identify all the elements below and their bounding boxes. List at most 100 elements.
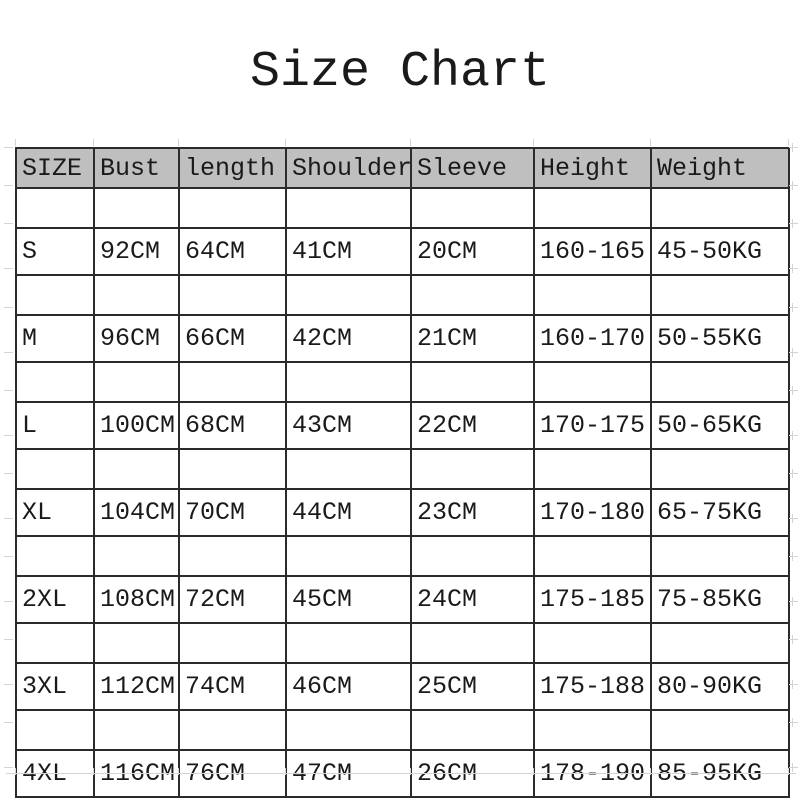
gridline-tick [789, 601, 798, 602]
spacer-cell [178, 448, 287, 490]
spacer-cell [15, 187, 95, 229]
header-cell-height: Height [533, 147, 652, 189]
spacer-cell [15, 535, 95, 577]
spacer-cell [650, 709, 790, 751]
table-cell: 24CM [410, 575, 535, 624]
table-body: S 92CM 64CM 41CM 20CM 160-165 45-50KG M 96CM 66CM… [15, 187, 790, 798]
spacer-cell [533, 448, 652, 490]
table-cell: 160-170 [533, 314, 652, 363]
header-cell-size: SIZE [15, 147, 95, 189]
spacer-cell [533, 274, 652, 316]
gridline-tick [4, 435, 13, 436]
table-cell: 108CM [93, 575, 180, 624]
gridline-tick [93, 768, 94, 775]
gridline-tick [789, 556, 798, 557]
table-cell: 72CM [178, 575, 287, 624]
spacer-cell [410, 709, 535, 751]
table-cell: 45CM [285, 575, 412, 624]
table-cell: 170-180 [533, 488, 652, 537]
spacer-cell [15, 448, 95, 490]
gridline-tick [789, 147, 798, 148]
size-cell: M [15, 314, 95, 363]
spacer-row [15, 709, 790, 751]
gridline-tick [410, 768, 411, 775]
gridline-tick [792, 514, 793, 523]
table-cell: 96CM [93, 314, 180, 363]
gridline-tick [792, 552, 793, 561]
gridline-tick [650, 768, 651, 775]
gridline-tick [4, 639, 13, 640]
spacer-cell [178, 187, 287, 229]
table-row: M 96CM 66CM 42CM 21CM 160-170 50-55KG [15, 314, 790, 363]
table-cell: 65-75KG [650, 488, 790, 537]
spacer-cell [650, 622, 790, 664]
size-cell: 3XL [15, 662, 95, 711]
size-cell: XL [15, 488, 95, 537]
table-cell: 66CM [178, 314, 287, 363]
gridline-tick [792, 763, 793, 772]
table-cell: 23CM [410, 488, 535, 537]
gridline-tick [93, 139, 94, 146]
gridline-tick [792, 469, 793, 478]
spacer-cell [178, 274, 287, 316]
table-cell: 170-175 [533, 401, 652, 450]
spacer-row [15, 361, 790, 403]
gridline-tick [789, 767, 798, 768]
spacer-cell [650, 274, 790, 316]
spacer-cell [285, 535, 412, 577]
spacer-cell [650, 187, 790, 229]
gridline-tick [792, 597, 793, 606]
spacer-row [15, 622, 790, 664]
spacer-cell [178, 361, 287, 403]
spacer-cell [15, 709, 95, 751]
gridline-tick [792, 431, 793, 440]
spacer-cell [93, 187, 180, 229]
spacer-cell [285, 361, 412, 403]
gridline-tick [789, 268, 798, 269]
table-cell: 46CM [285, 662, 412, 711]
gridline-tick [15, 768, 16, 775]
gridline-tick [792, 303, 793, 312]
table-cell: 160-165 [533, 227, 652, 276]
spacer-cell [285, 709, 412, 751]
size-cell: S [15, 227, 95, 276]
gridline-tick [4, 268, 13, 269]
header-cell-length: length [178, 147, 287, 189]
table-row: 2XL 108CM 72CM 45CM 24CM 175-185 75-85KG [15, 575, 790, 624]
spacer-cell [650, 361, 790, 403]
table-row: 3XL 112CM 74CM 46CM 25CM 175-188 80-90KG [15, 662, 790, 711]
gridline-tick [788, 768, 789, 775]
table-cell: 175-188 [533, 662, 652, 711]
spacer-row [15, 448, 790, 490]
spacer-cell [285, 622, 412, 664]
gridline-tick [4, 185, 13, 186]
gridline-tick [792, 219, 793, 228]
table-cell: 70CM [178, 488, 287, 537]
gridline-tick [650, 139, 651, 146]
spacer-cell [533, 622, 652, 664]
gridline-tick [789, 722, 798, 723]
table-cell: 74CM [178, 662, 287, 711]
spacer-cell [15, 622, 95, 664]
gridline-tick [789, 352, 798, 353]
spacer-cell [93, 448, 180, 490]
spacer-cell [15, 361, 95, 403]
gridline-tick [792, 143, 793, 152]
size-cell: L [15, 401, 95, 450]
gridline-tick [4, 223, 13, 224]
spacer-cell [410, 622, 535, 664]
spacer-cell [410, 187, 535, 229]
spacer-cell [178, 535, 287, 577]
spacer-cell [410, 535, 535, 577]
table-cell: 50-65KG [650, 401, 790, 450]
gridline-tick [789, 223, 798, 224]
gridline-tick [285, 139, 286, 146]
gridline-tick [788, 139, 789, 146]
table-cell: 41CM [285, 227, 412, 276]
gridline-tick [792, 680, 793, 689]
header-cell-bust: Bust [93, 147, 180, 189]
gridline-tick [4, 767, 13, 768]
header-cell-sleeve: Sleeve [410, 147, 535, 189]
spacer-cell [93, 361, 180, 403]
gridline-tick [178, 768, 179, 775]
